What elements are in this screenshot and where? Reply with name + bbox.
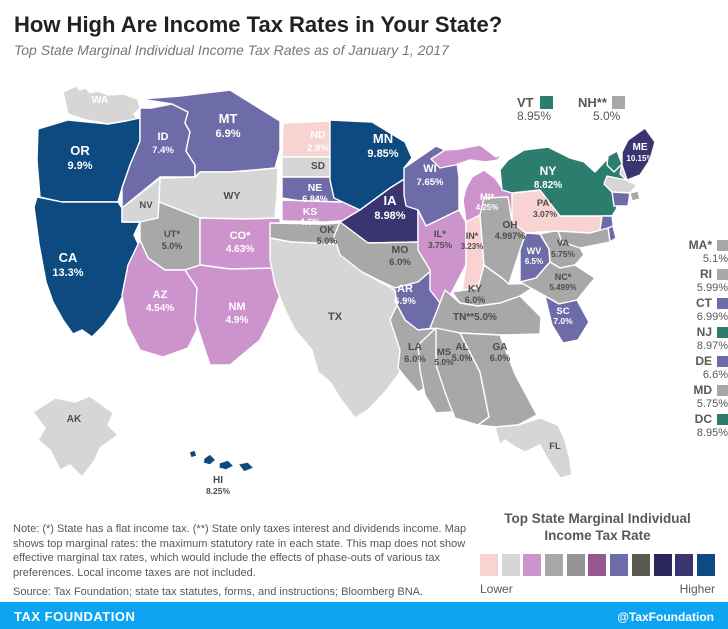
svg-text:8.82%: 8.82%: [534, 180, 562, 191]
svg-text:7.0%: 7.0%: [553, 316, 573, 326]
svg-text:ID: ID: [158, 131, 169, 143]
svg-text:4.54%: 4.54%: [146, 303, 174, 314]
svg-text:NM: NM: [228, 301, 245, 313]
svg-text:OR: OR: [70, 143, 90, 158]
svg-text:WY: WY: [224, 190, 241, 202]
svg-text:LA: LA: [408, 341, 422, 353]
svg-text:NC*: NC*: [555, 272, 572, 282]
svg-text:6.9%: 6.9%: [394, 296, 416, 307]
svg-text:CA: CA: [59, 250, 78, 265]
svg-text:5.0%: 5.0%: [452, 353, 473, 363]
svg-text:MI*: MI*: [480, 192, 495, 203]
svg-text:UT*: UT*: [164, 229, 181, 240]
svg-text:2.9%: 2.9%: [307, 143, 329, 154]
svg-text:NE: NE: [308, 182, 323, 194]
svg-text:6.5%: 6.5%: [525, 257, 543, 266]
svg-text:5.499%: 5.499%: [549, 283, 576, 292]
svg-text:8.25%: 8.25%: [206, 486, 231, 496]
svg-text:5.0%: 5.0%: [162, 241, 183, 251]
svg-text:ND: ND: [310, 129, 326, 141]
svg-text:TN**5.0%: TN**5.0%: [453, 312, 497, 323]
svg-text:10.15%: 10.15%: [626, 154, 653, 163]
svg-text:IL*: IL*: [434, 229, 446, 240]
svg-text:VA: VA: [557, 238, 570, 249]
svg-text:4.6%: 4.6%: [300, 217, 321, 227]
svg-text:7.65%: 7.65%: [417, 177, 444, 188]
svg-text:TX: TX: [328, 311, 343, 323]
svg-text:6.0%: 6.0%: [389, 257, 411, 268]
svg-text:3.07%: 3.07%: [533, 209, 558, 219]
svg-text:PA*: PA*: [537, 198, 553, 209]
svg-text:NV: NV: [139, 200, 153, 211]
svg-text:CO*: CO*: [230, 230, 252, 242]
svg-text:4.9%: 4.9%: [226, 315, 249, 326]
svg-text:HI: HI: [213, 475, 223, 486]
svg-text:3.23%: 3.23%: [461, 242, 484, 251]
svg-text:4.25%: 4.25%: [476, 203, 499, 212]
svg-text:ME: ME: [633, 142, 648, 153]
svg-text:WA: WA: [92, 94, 109, 106]
svg-text:FL: FL: [549, 441, 561, 452]
svg-text:OH: OH: [503, 220, 518, 231]
svg-text:KY: KY: [468, 284, 482, 295]
svg-text:6.9%: 6.9%: [215, 128, 240, 140]
svg-text:5.0%: 5.0%: [317, 236, 338, 246]
svg-text:IA: IA: [384, 193, 398, 208]
svg-text:6.0%: 6.0%: [490, 353, 511, 363]
svg-text:9.85%: 9.85%: [367, 148, 398, 160]
svg-text:IN*: IN*: [466, 231, 479, 241]
svg-text:4.63%: 4.63%: [226, 244, 254, 255]
svg-text:AZ: AZ: [153, 289, 168, 301]
svg-text:OK: OK: [320, 225, 336, 236]
svg-text:MO: MO: [392, 244, 409, 256]
svg-text:NY: NY: [540, 164, 557, 178]
svg-text:SD: SD: [311, 161, 325, 172]
svg-text:MN: MN: [373, 131, 393, 146]
svg-text:AR: AR: [397, 283, 413, 295]
svg-text:GA: GA: [493, 342, 508, 353]
svg-text:8.98%: 8.98%: [374, 210, 405, 222]
svg-text:7.4%: 7.4%: [152, 145, 174, 156]
svg-text:WI: WI: [423, 163, 436, 175]
svg-text:9.9%: 9.9%: [67, 160, 92, 172]
svg-text:6.0%: 6.0%: [404, 354, 426, 365]
svg-text:5.75%: 5.75%: [551, 249, 576, 259]
svg-text:MT: MT: [219, 111, 238, 126]
svg-text:WV: WV: [527, 246, 542, 256]
svg-text:3.75%: 3.75%: [428, 240, 453, 250]
svg-text:6.84%: 6.84%: [302, 194, 328, 204]
svg-text:AK: AK: [67, 414, 82, 425]
svg-text:6.0%: 6.0%: [465, 295, 486, 305]
svg-text:13.3%: 13.3%: [52, 267, 83, 279]
svg-text:4.997%: 4.997%: [495, 231, 526, 241]
svg-text:AL: AL: [455, 342, 468, 353]
